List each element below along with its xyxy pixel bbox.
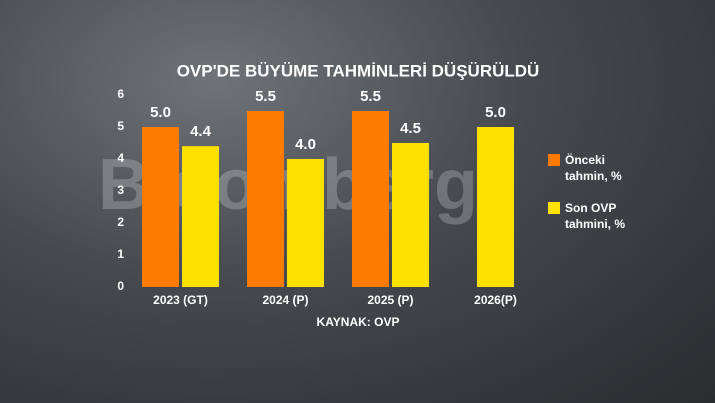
y-tick-label: 5 (117, 119, 124, 133)
y-tick-label: 1 (117, 247, 124, 261)
y-tick-label: 2 (117, 215, 124, 229)
legend-label: Önceki tahmin, % (565, 153, 622, 183)
y-tick-label: 4 (117, 151, 124, 165)
value-label: 4.0 (295, 136, 316, 153)
value-label: 5.0 (485, 104, 506, 121)
value-label: 5.0 (150, 104, 171, 121)
x-tick-label: 2023 (GT) (153, 293, 208, 307)
bar (182, 146, 219, 287)
legend-label: Son OVP tahmini, % (565, 201, 626, 231)
bar (352, 111, 389, 287)
y-tick-label: 0 (117, 279, 124, 293)
bar (287, 159, 324, 287)
bar (247, 111, 284, 287)
bar (142, 127, 179, 287)
legend-swatch (548, 154, 560, 166)
value-label: 4.4 (190, 123, 212, 140)
x-tick-label: 2026(P) (474, 293, 517, 307)
bar (477, 127, 514, 287)
y-tick-label: 6 (117, 87, 124, 101)
bar (392, 143, 429, 287)
legend-swatch (548, 202, 560, 214)
value-label: 4.5 (400, 120, 421, 137)
x-tick-label: 2024 (P) (262, 293, 308, 307)
legend-item: Son OVP tahmini, % (548, 200, 638, 232)
value-label: 5.5 (255, 88, 276, 105)
source: KAYNAK: OVP (317, 315, 400, 329)
y-tick-label: 3 (117, 183, 124, 197)
chart-title: OVP'DE BÜYÜME TAHMİNLERİ DÜŞÜRÜLDÜ (177, 61, 540, 80)
x-tick-label: 2025 (P) (367, 293, 413, 307)
legend-item: Önceki tahmin, % (548, 152, 638, 184)
value-label: 5.5 (360, 88, 381, 105)
